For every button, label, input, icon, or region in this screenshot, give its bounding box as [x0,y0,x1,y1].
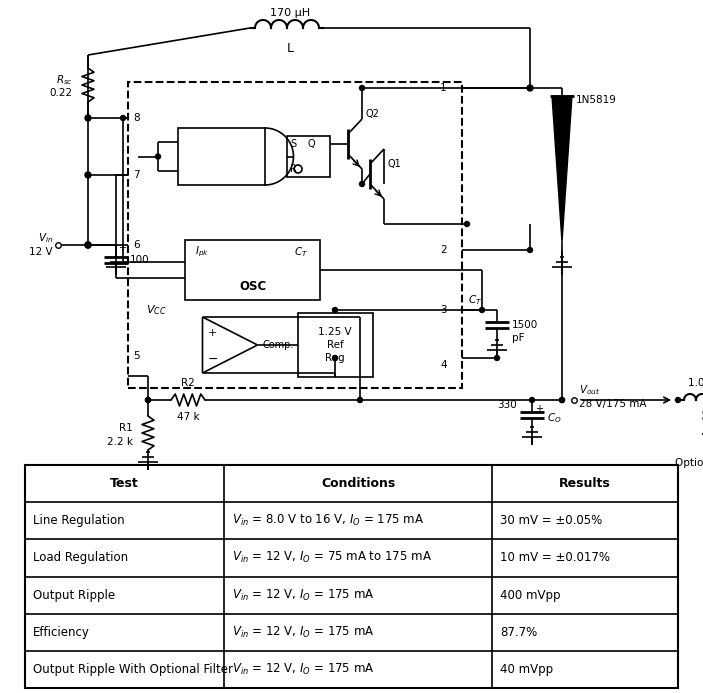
Text: +: + [118,243,126,253]
Circle shape [529,398,534,403]
Text: Q1: Q1 [388,159,401,169]
Text: Reg: Reg [325,353,344,363]
Bar [25,465,678,688]
Text: 1.0 μH: 1.0 μH [688,378,703,388]
Text: $I_{pk}$: $I_{pk}$ [195,245,209,259]
Text: $V_{out}$: $V_{out}$ [579,383,600,397]
Text: Q: Q [307,139,315,149]
Text: $C_T$: $C_T$ [468,293,482,307]
Text: 3: 3 [440,305,446,315]
Text: OSC: OSC [239,279,266,292]
Text: L: L [287,42,293,55]
Circle shape [479,308,484,313]
Text: 10 mV = ±0.017%: 10 mV = ±0.017% [500,552,610,564]
Text: R2: R2 [181,378,195,388]
Circle shape [85,172,91,178]
Circle shape [85,242,91,248]
Text: +: + [535,404,543,414]
Text: 1N5819: 1N5819 [576,95,617,105]
Circle shape [85,115,91,121]
Text: Efficiency: Efficiency [33,626,90,639]
Text: $V_{in}$ = 12 V, $I_O$ = 175 mA: $V_{in}$ = 12 V, $I_O$ = 175 mA [232,662,375,677]
Text: $V_{in}$: $V_{in}$ [38,231,53,245]
Text: 87.7%: 87.7% [500,626,537,639]
Circle shape [85,242,91,248]
Text: Line Regulation: Line Regulation [33,514,124,527]
Text: 1.25 V: 1.25 V [318,327,352,337]
Circle shape [155,154,160,159]
Text: 4: 4 [440,360,446,370]
Bar [128,82,462,388]
Text: Results: Results [559,477,611,490]
Circle shape [527,247,532,252]
Text: 2.2 k: 2.2 k [107,437,133,447]
Text: 12 V: 12 V [30,247,53,257]
Text: Test: Test [110,477,139,490]
Text: 40 mVpp: 40 mVpp [500,663,553,676]
Text: $V_{in}$ = 12 V, $I_O$ = 175 mA: $V_{in}$ = 12 V, $I_O$ = 175 mA [232,588,375,603]
Text: $C_T$: $C_T$ [294,245,308,259]
Text: Optional Filter: Optional Filter [675,458,703,468]
Text: $C_O$: $C_O$ [547,411,562,425]
Text: 330: 330 [497,400,517,410]
Circle shape [120,116,126,121]
Text: 1: 1 [440,83,446,93]
Text: R: R [290,164,297,174]
Circle shape [560,398,565,403]
Text: 100: 100 [130,255,150,265]
Circle shape [560,398,565,403]
Text: Conditions: Conditions [321,477,395,490]
Text: −: − [207,353,218,365]
Text: Output Ripple With Optional Filter: Output Ripple With Optional Filter [33,663,233,676]
Text: $R_{sc}$: $R_{sc}$ [56,73,73,87]
Text: pF: pF [512,333,524,343]
Text: Load Regulation: Load Regulation [33,552,128,564]
Text: $V_{in}$ = 12 V, $I_O$ = 175 mA: $V_{in}$ = 12 V, $I_O$ = 175 mA [232,624,375,640]
Bar [297,313,373,377]
Text: Comp.: Comp. [262,340,294,350]
Text: 47 k: 47 k [176,412,200,422]
Text: 0.22: 0.22 [50,88,73,98]
Text: R1: R1 [120,423,133,433]
Text: 30 mV = ±0.05%: 30 mV = ±0.05% [500,514,602,527]
Text: Q2: Q2 [366,109,380,119]
Bar [287,136,330,177]
Text: 170 μH: 170 μH [270,8,310,18]
Circle shape [333,308,337,313]
Circle shape [146,398,150,403]
Circle shape [358,398,363,403]
Text: 8: 8 [133,113,140,123]
Text: 28 V/175 mA: 28 V/175 mA [579,399,647,409]
Text: 5: 5 [133,351,140,360]
Circle shape [465,222,470,227]
Bar [178,128,265,185]
Bar [185,240,320,300]
Text: S: S [290,139,296,149]
Circle shape [527,85,533,91]
Text: $V_{in}$ = 8.0 V to 16 V, $I_O$ = 175 mA: $V_{in}$ = 8.0 V to 16 V, $I_O$ = 175 mA [232,514,425,528]
Text: Ref: Ref [327,340,343,350]
Text: 7: 7 [133,170,140,180]
Circle shape [359,85,364,91]
Text: $V_{CC}$: $V_{CC}$ [146,303,167,317]
Text: $V_{in}$ = 12 V, $I_O$ = 75 mA to 175 mA: $V_{in}$ = 12 V, $I_O$ = 75 mA to 175 mA [232,550,432,565]
Circle shape [494,356,500,360]
Circle shape [146,398,150,403]
Circle shape [359,182,364,186]
Text: 1500: 1500 [512,320,538,330]
Circle shape [333,356,337,360]
Circle shape [676,398,681,403]
Text: +: + [207,328,217,338]
Text: 400 mVpp: 400 mVpp [500,588,560,602]
Polygon shape [552,96,572,242]
Text: Output Ripple: Output Ripple [33,588,115,602]
Text: 6: 6 [133,240,140,250]
Text: 2: 2 [440,245,446,255]
